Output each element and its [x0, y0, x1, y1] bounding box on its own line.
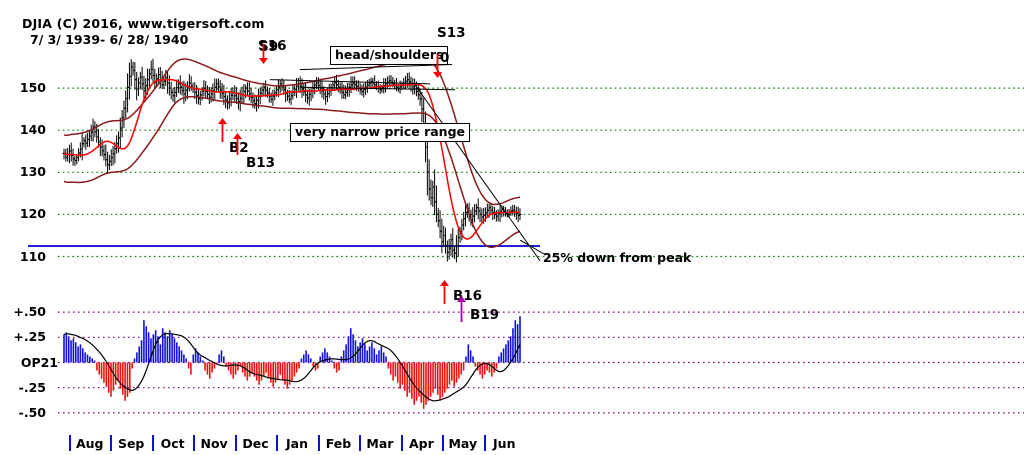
- oscillator-bars: [63, 316, 521, 409]
- chart-date-range: 7/ 3/ 1939- 6/ 28/ 1940: [30, 32, 189, 47]
- month-tick: [234, 435, 237, 451]
- indicator-panel: [0, 300, 1024, 425]
- month-tick: [69, 435, 71, 451]
- arrow-up-icon: [440, 280, 449, 304]
- b16-arrow: [439, 280, 450, 304]
- month-label-apr: Apr: [408, 436, 434, 451]
- x-axis: Aug Sep Oct Nov Dec Jan Feb Mar Apr May Jun: [0, 430, 1024, 455]
- s9-arrow: [258, 44, 269, 64]
- head-shoulders-box: head/shoulders: [330, 46, 449, 65]
- b2-arrow: [217, 118, 228, 142]
- arrow-up-icon: [457, 296, 466, 322]
- month-label-may: May: [448, 436, 478, 451]
- arrow-down-icon: [433, 54, 442, 78]
- month-label-nov: Nov: [200, 436, 228, 451]
- arrow-up-icon: [233, 133, 242, 155]
- indicator-y-tick-+50: +.50: [13, 304, 46, 320]
- month-tick: [151, 435, 154, 451]
- price-y-tick-140: 140: [19, 122, 46, 138]
- month-label-oct: Oct: [160, 436, 185, 451]
- price-y-tick-120: 120: [19, 206, 46, 222]
- sell-signal-s9-s16: S16: [258, 38, 287, 54]
- month-tick: [193, 435, 196, 451]
- drawdown-note: 25% down from peak: [543, 250, 692, 265]
- month-label-mar: Mar: [366, 436, 394, 451]
- buy-signal-b2: B2: [229, 140, 249, 156]
- price-y-tick-150: 150: [19, 80, 46, 96]
- price-panel: [0, 46, 1024, 286]
- month-tick: [442, 435, 445, 451]
- month-tick: [317, 435, 320, 451]
- month-label-dec: Dec: [242, 436, 269, 451]
- month-tick: [400, 435, 403, 451]
- zero-marker: 0: [440, 50, 450, 66]
- price-plot: [28, 57, 1024, 263]
- indicator-y-tick-OP21: OP21: [20, 354, 58, 370]
- chart-title: DJIA (C) 2016, www.tigersoft.com: [22, 16, 265, 31]
- arrow-down-icon: [259, 44, 268, 64]
- sell-signal-s13: S13: [437, 25, 466, 41]
- month-label-aug: Aug: [75, 436, 104, 451]
- price-bars: [62, 58, 522, 263]
- indicator-y-tick-+25: +.25: [13, 329, 46, 345]
- month-label-jan: Jan: [285, 436, 308, 451]
- month-tick: [110, 435, 113, 451]
- month-label-jun: Jun: [493, 436, 516, 451]
- month-tick: [483, 435, 486, 451]
- arrow-up-icon: [218, 118, 227, 142]
- month-tick: [276, 435, 279, 451]
- price-y-tick-130: 130: [19, 164, 46, 180]
- b19-arrow: [456, 296, 467, 322]
- buy-signal-b13: B13: [246, 155, 276, 171]
- s13-arrow: [432, 54, 443, 78]
- narrow-range-box: very narrow price range: [290, 123, 471, 142]
- indicator-y-tick--25: -.25: [18, 379, 46, 395]
- month-label-feb: Feb: [325, 436, 352, 451]
- buy-signal-b19: B19: [470, 307, 500, 323]
- indicator-y-tick--50: -.50: [18, 404, 46, 420]
- b13-arrow: [232, 133, 243, 155]
- month-label-sep: Sep: [117, 436, 145, 451]
- oscillator-plot: [58, 311, 1024, 414]
- drawdown-leader-line: [520, 240, 545, 255]
- price-y-tick-110: 110: [19, 248, 46, 264]
- month-tick: [359, 435, 362, 451]
